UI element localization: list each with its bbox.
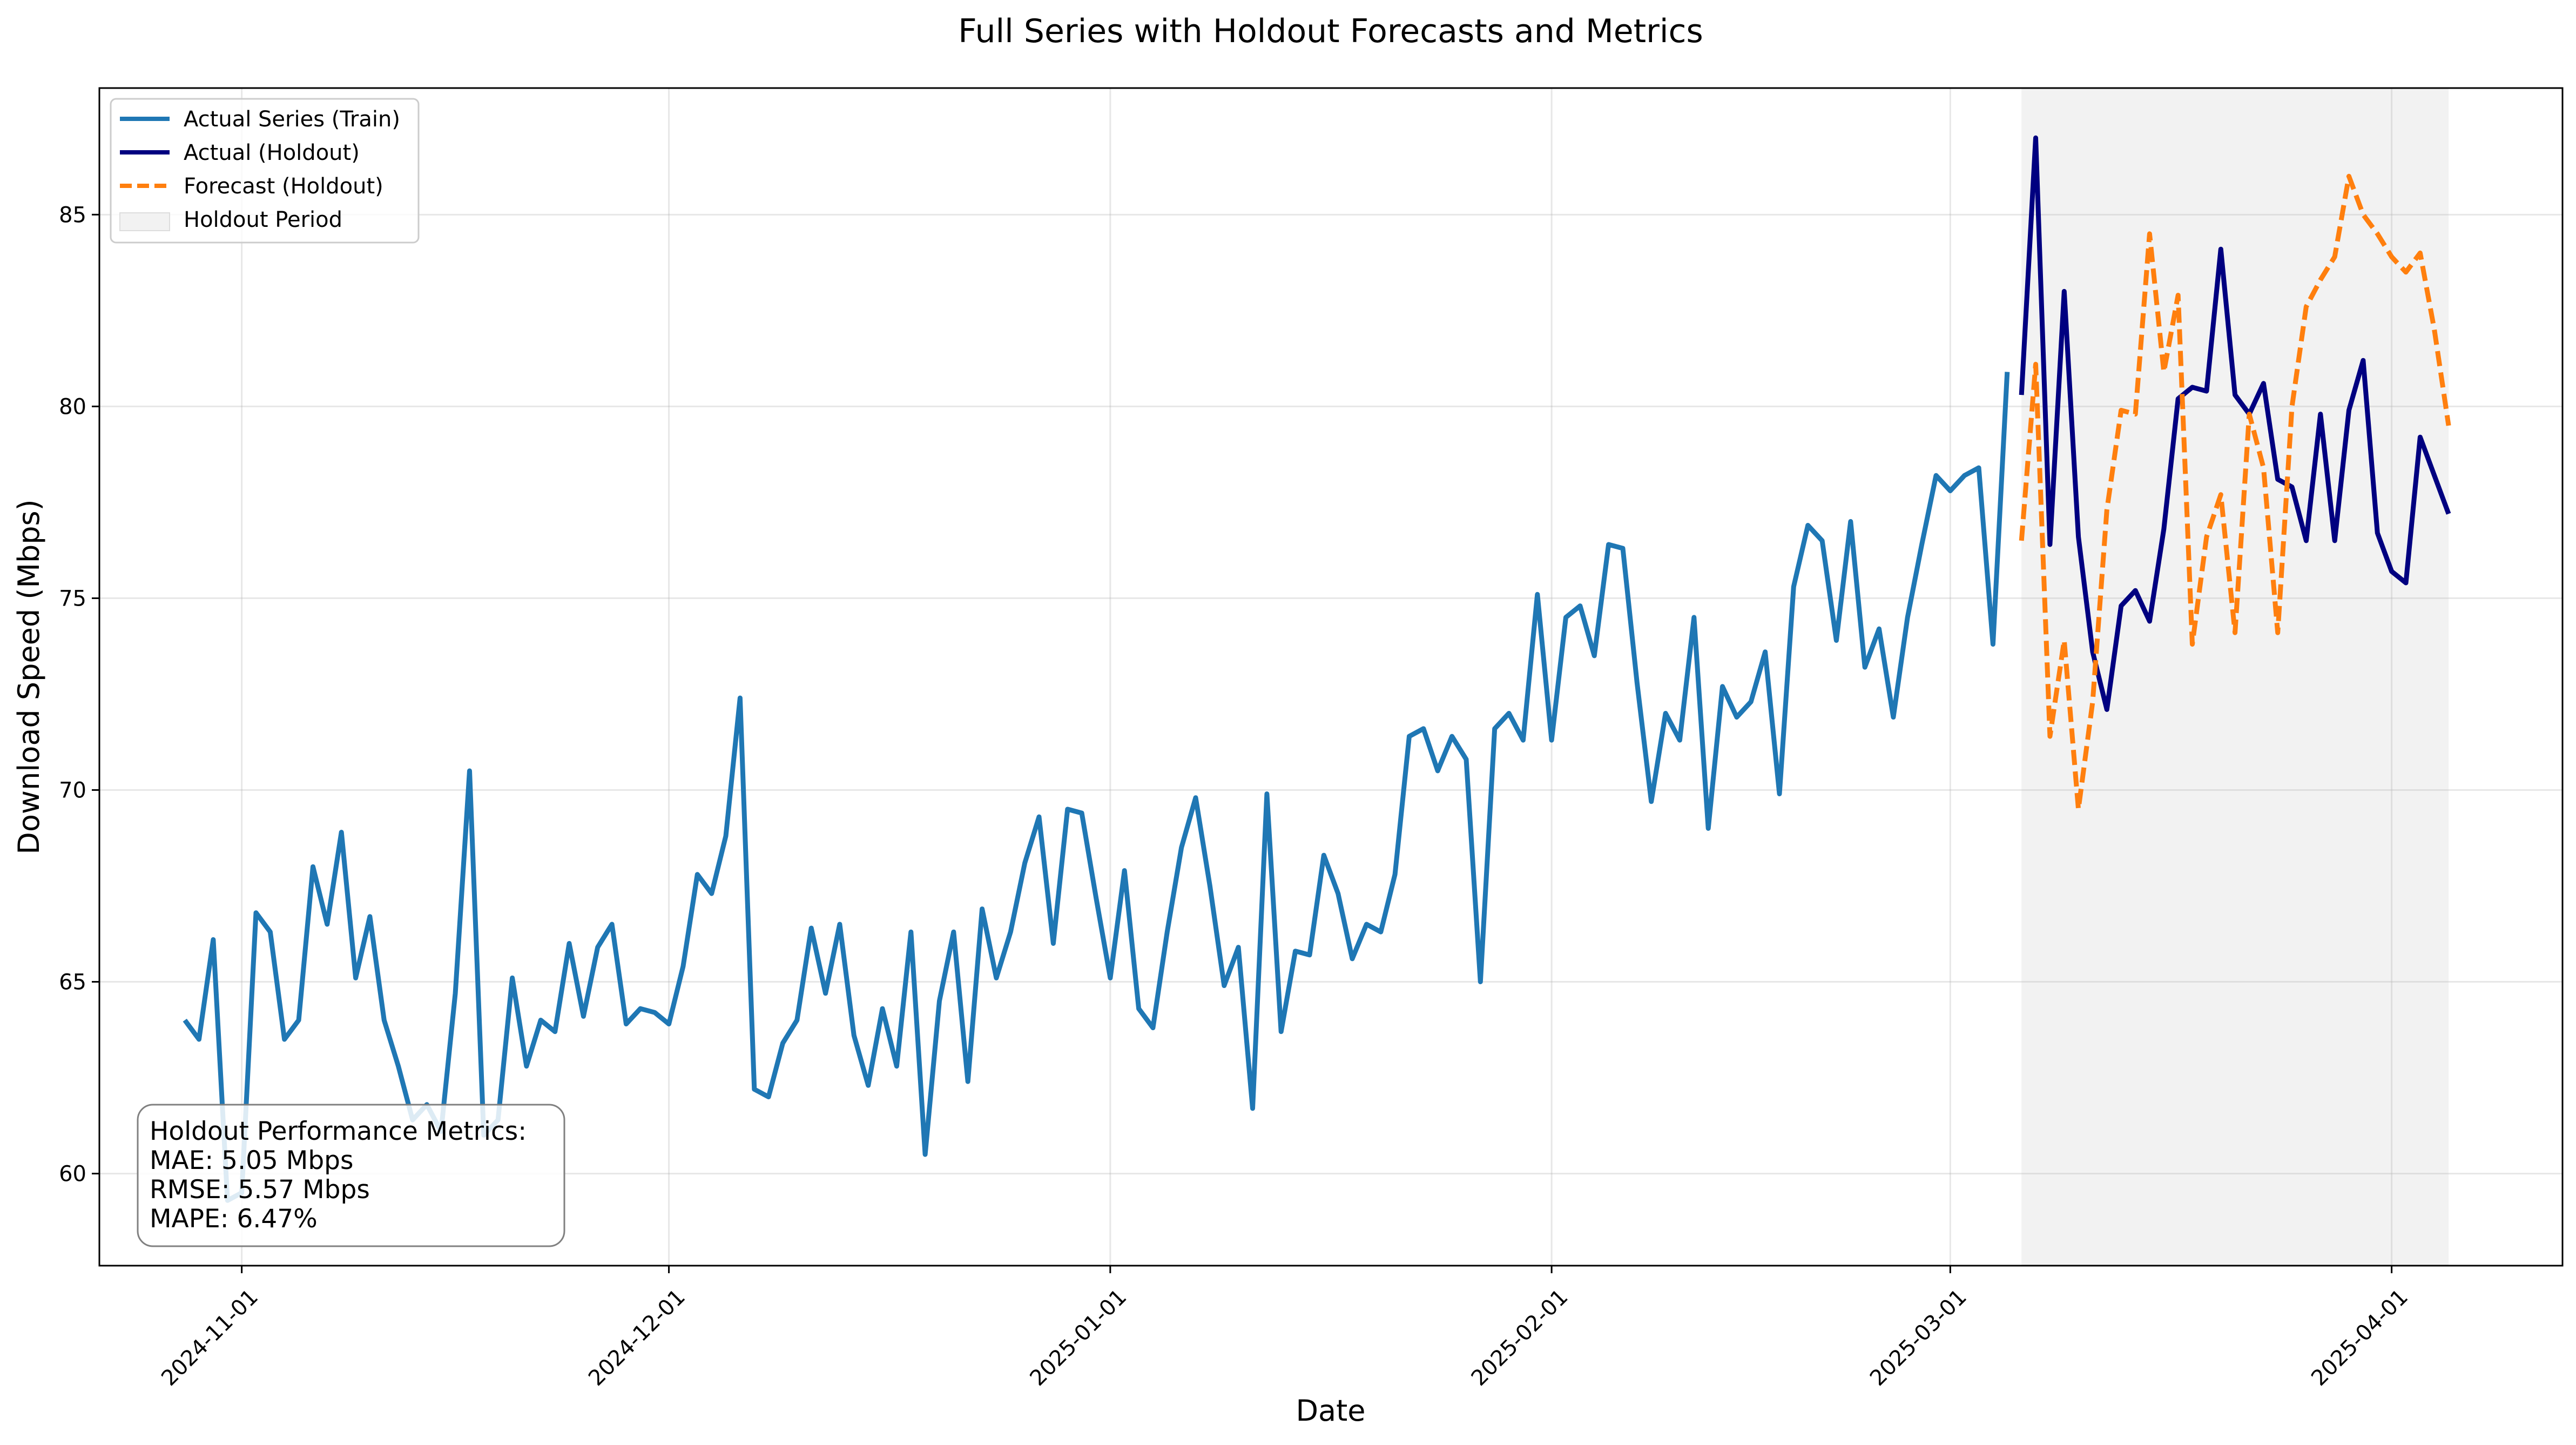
legend-label-train: Actual Series (Train)	[184, 107, 400, 132]
x-tick-label: 2025-01-01	[1025, 1285, 1131, 1391]
legend-label-forecast: Forecast (Holdout)	[184, 174, 383, 199]
legend-label-holdout-period: Holdout Period	[184, 207, 342, 232]
series-line-train	[183, 372, 2010, 1203]
y-tick-label: 75	[59, 586, 86, 611]
x-tick-label: 2024-11-01	[157, 1285, 263, 1391]
metrics-box: Holdout Performance Metrics: MAE: 5.05 M…	[137, 1104, 565, 1247]
y-tick-label: 85	[59, 203, 86, 227]
metrics-heading: Holdout Performance Metrics:	[150, 1117, 527, 1146]
y-tick-label: 60	[59, 1162, 86, 1187]
metrics-box-frame	[137, 1104, 565, 1247]
x-tick-label: 2024-12-01	[584, 1285, 690, 1391]
x-axis-label: Date	[1296, 1394, 1365, 1428]
metrics-rmse: RMSE: 5.57 Mbps	[150, 1175, 370, 1205]
x-axis-ticks: 2024-11-01 2024-12-01 2025-01-01 2025-02-01…	[157, 1266, 2413, 1391]
legend-swatch-holdout-period	[119, 212, 170, 231]
plot-frame	[98, 87, 2564, 1267]
x-tick-label: 2025-02-01	[1467, 1285, 1573, 1391]
legend-label-holdout-actual: Actual (Holdout)	[184, 140, 360, 165]
legend: Actual Series (Train) Actual (Holdout) F…	[110, 98, 420, 244]
x-tick-label: 2025-04-01	[2307, 1285, 2413, 1391]
holdout-period-region	[2021, 88, 2449, 1266]
metrics-mape: MAPE: 6.47%	[150, 1204, 318, 1234]
chart-title: Full Series with Holdout Forecasts and M…	[958, 12, 1703, 50]
y-axis-ticks: 60 65 70 75 80 85	[59, 203, 99, 1187]
series-line-holdout-actual	[2019, 135, 2451, 712]
legend-box	[110, 98, 420, 244]
series-line-forecast	[2019, 173, 2451, 812]
y-axis-label: Download Speed (Mbps)	[12, 499, 46, 854]
y-tick-label: 65	[59, 970, 86, 995]
metrics-mae: MAE: 5.05 Mbps	[150, 1146, 353, 1175]
x-tick-label: 2025-03-01	[1865, 1285, 1972, 1391]
y-tick-label: 70	[59, 778, 86, 803]
y-tick-label: 80	[59, 394, 86, 419]
